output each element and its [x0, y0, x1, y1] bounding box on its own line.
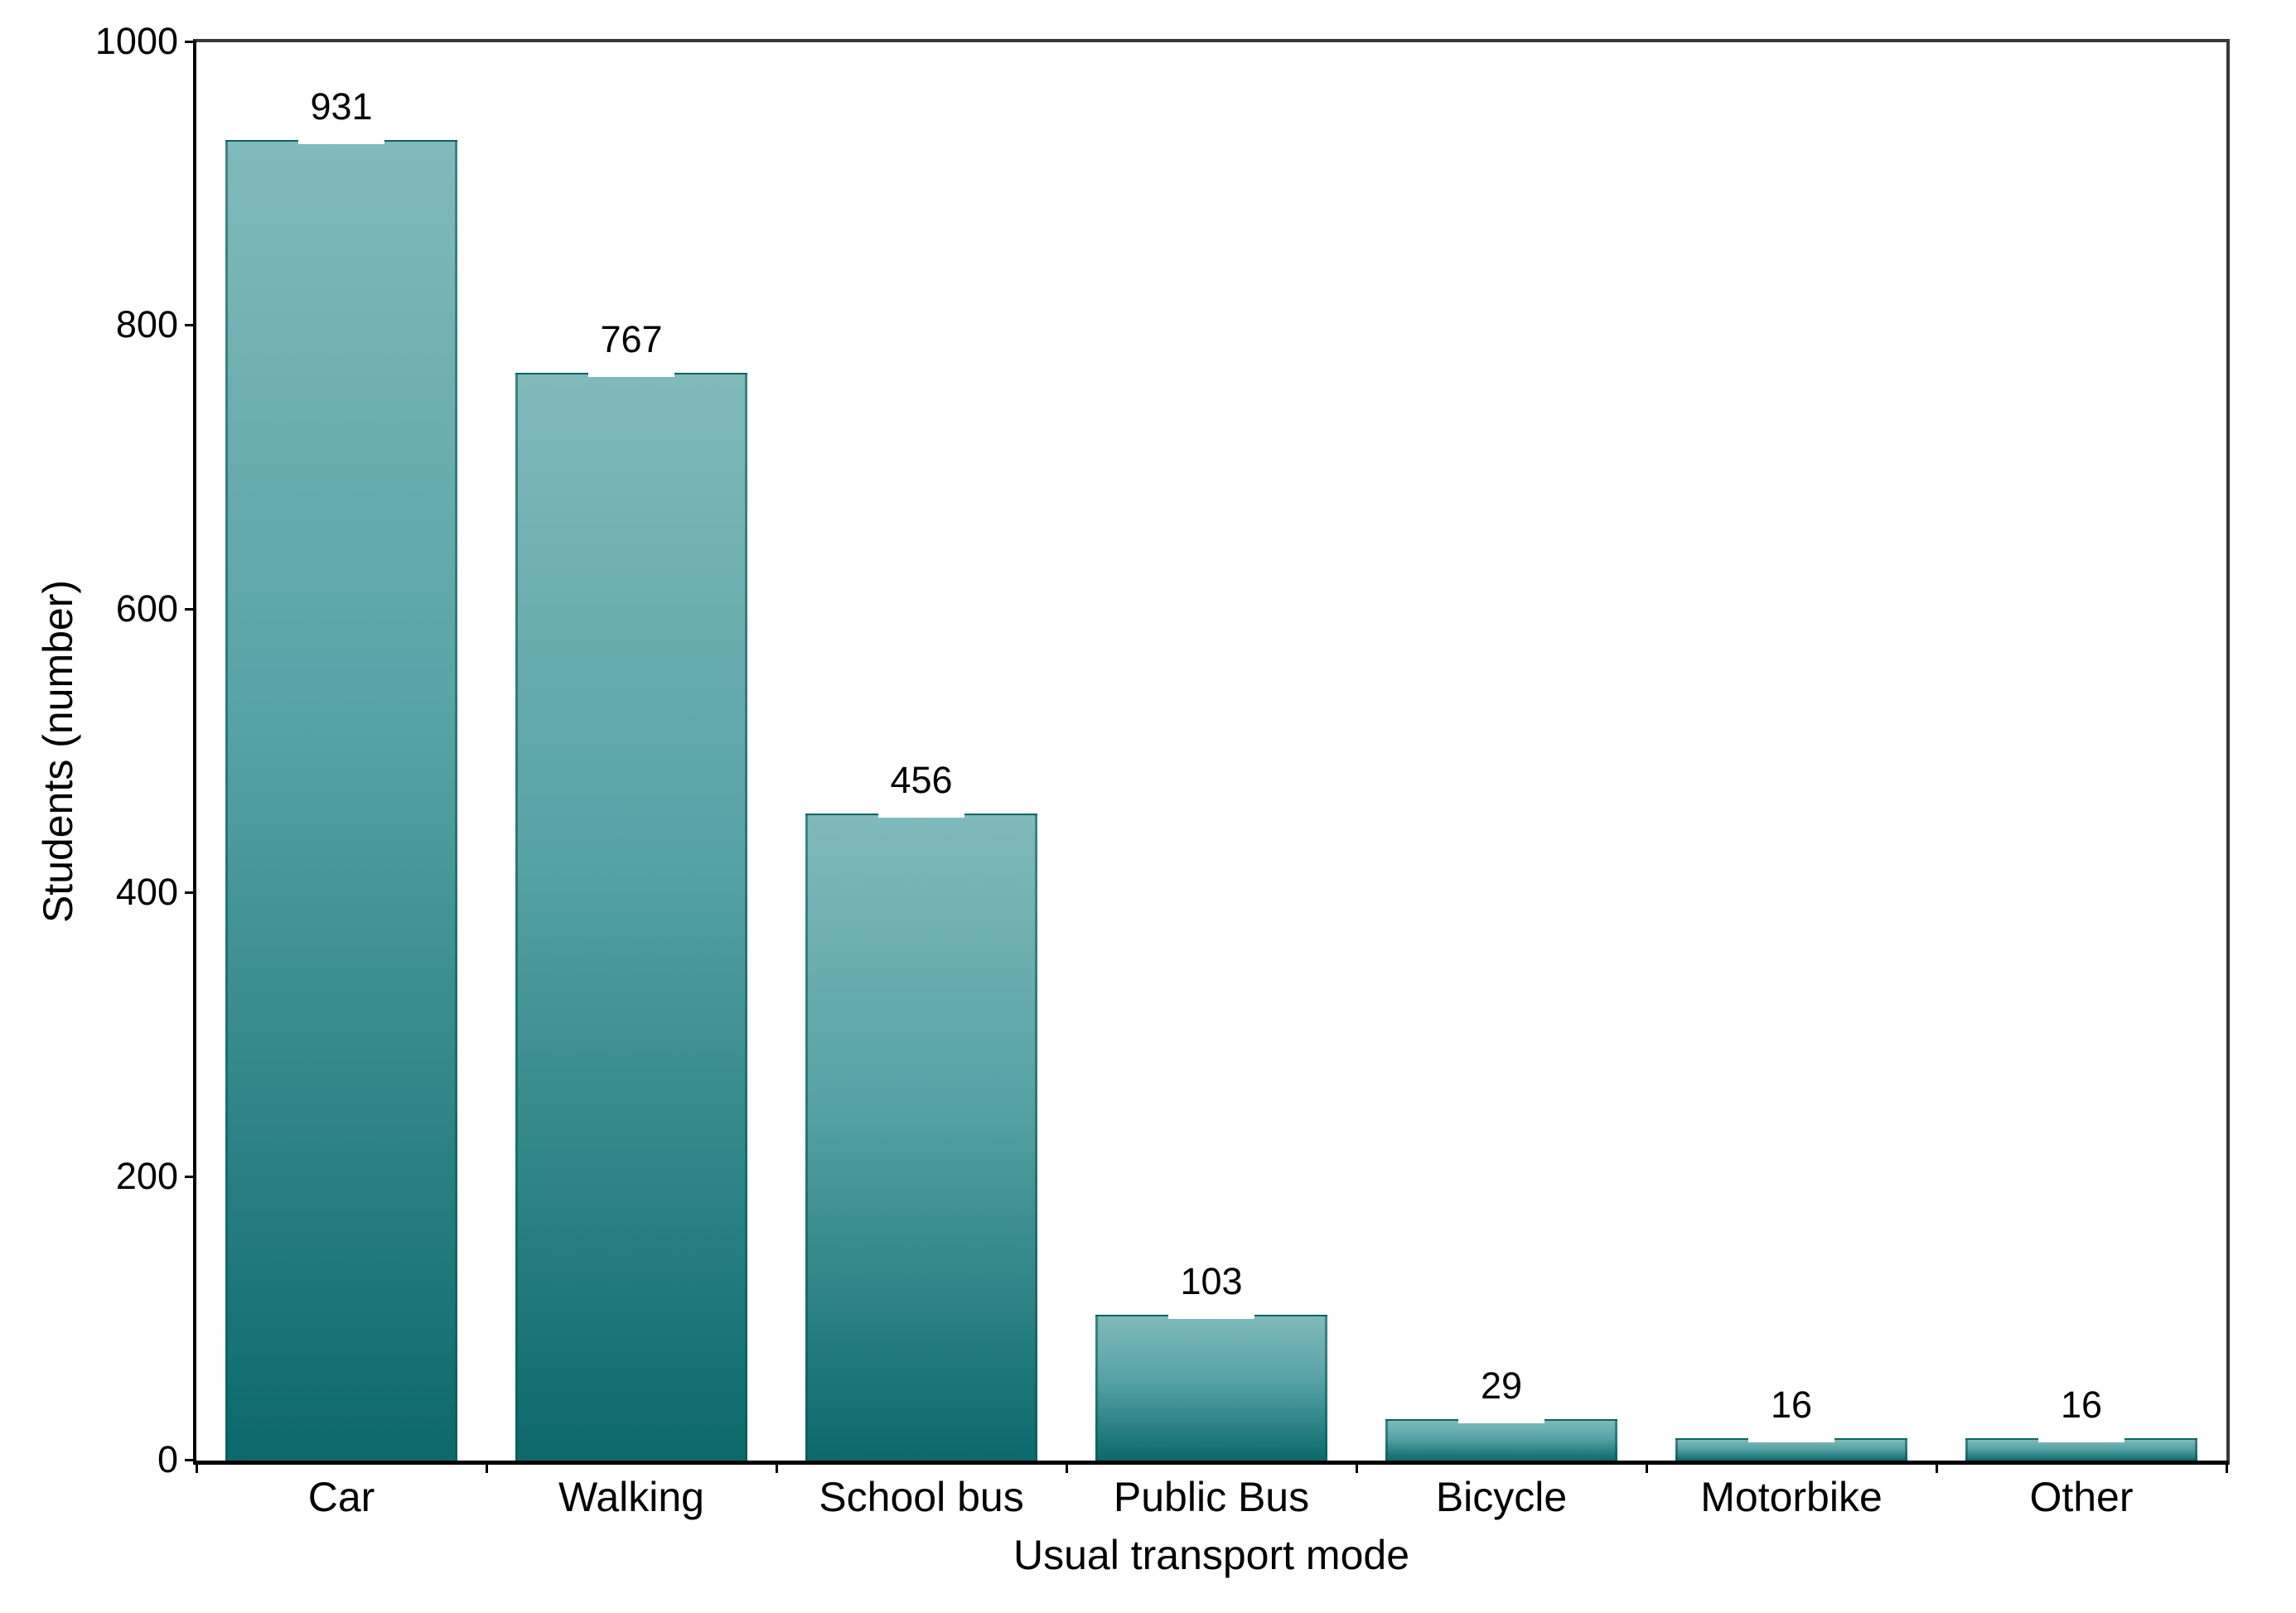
y-tick-mark [185, 607, 196, 611]
y-tick-label: 1000 [94, 20, 178, 62]
x-tick-label: Other [2029, 1474, 2134, 1520]
x-tick-mark [775, 1461, 778, 1473]
x-tick-label: Car [307, 1474, 375, 1520]
bar-bicycle [1385, 1419, 1617, 1461]
x-tick-label: School bus [819, 1474, 1024, 1520]
x-tick-mark [1355, 1461, 1358, 1473]
bar-value-label: 767 [600, 317, 663, 360]
x-tick-label: Walking [558, 1474, 704, 1520]
x-tick-label: Public Bus [1113, 1474, 1310, 1520]
y-tick-mark [185, 324, 196, 327]
bar-value-label: 103 [1180, 1259, 1243, 1302]
bar-value-label: 456 [890, 759, 953, 802]
y-axis-title: Students (number) [35, 579, 81, 924]
y-tick-label: 0 [157, 1438, 178, 1480]
bar-car [225, 140, 457, 1461]
x-tick-mark [1936, 1461, 1938, 1473]
y-tick-label: 800 [115, 303, 178, 346]
bar-public-bus [1095, 1314, 1327, 1461]
x-tick-mark [196, 1461, 198, 1473]
bar-walking [515, 372, 747, 1461]
y-tick-label: 200 [115, 1154, 178, 1197]
x-tick-mark [1646, 1461, 1648, 1473]
bar-value-label: 29 [1480, 1364, 1523, 1408]
x-tick-mark [2226, 1461, 2228, 1473]
x-tick-mark [1066, 1461, 1068, 1473]
bar-value-label: 16 [2060, 1383, 2103, 1426]
plot-area: 0 200 400 600 800 1000 931 767 456 103 29 16 16 Car… [95, 22, 2230, 1577]
y-tick-mark [185, 1459, 196, 1461]
y-tick-label: 400 [115, 871, 178, 914]
x-axis-title: Usual transport mode [1013, 1532, 1410, 1578]
bar-value-label: 931 [310, 85, 373, 128]
x-tick-label: Bicycle [1435, 1474, 1568, 1520]
bar-value-label: 16 [1770, 1383, 1813, 1426]
bar-motorbike [1675, 1437, 1907, 1461]
y-tick-mark [185, 41, 196, 43]
x-tick-mark [485, 1461, 488, 1473]
bar-school-bus [805, 814, 1037, 1461]
y-tick-label: 600 [115, 587, 178, 630]
y-tick-mark [185, 891, 196, 895]
bar-other [1965, 1437, 2197, 1461]
y-tick-mark [185, 1175, 196, 1178]
x-tick-label: Motorbike [1700, 1474, 1883, 1520]
